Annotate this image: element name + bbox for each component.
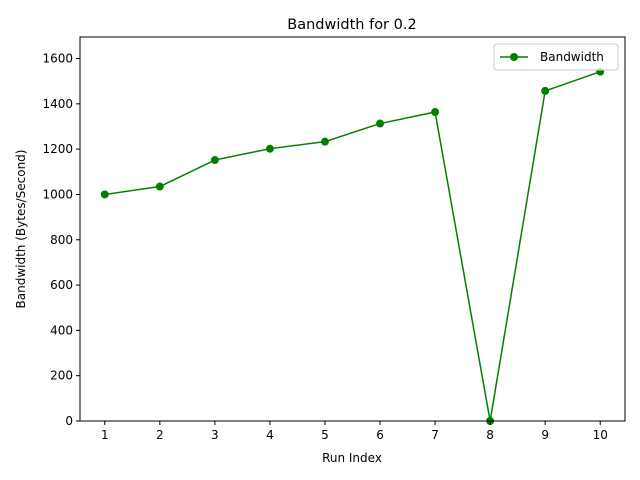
x-tick-label: 2 — [156, 428, 164, 442]
x-tick-label: 7 — [431, 428, 439, 442]
series-line-bandwidth — [104, 70, 601, 422]
x-tick-label: 9 — [541, 428, 549, 442]
data-point — [320, 137, 329, 146]
x-tick-label: 4 — [266, 428, 274, 442]
plot-frame — [79, 36, 626, 422]
y-tick-label: 200 — [50, 369, 73, 383]
data-point — [541, 86, 550, 95]
x-tick-label: 6 — [376, 428, 384, 442]
chart-title: Bandwidth for 0.2 — [287, 17, 416, 33]
data-point — [155, 182, 164, 191]
legend-label: Bandwidth — [540, 50, 604, 64]
y-tick-label: 1200 — [42, 142, 73, 156]
y-tick-label: 600 — [50, 278, 73, 292]
data-point — [431, 107, 440, 116]
y-tick-label: 400 — [50, 323, 73, 337]
y-tick-label: 1400 — [42, 97, 73, 111]
data-point — [265, 144, 274, 153]
data-point — [100, 190, 109, 199]
x-tick-label: 1 — [101, 428, 109, 442]
x-tick-label: 8 — [486, 428, 494, 442]
legend-box — [493, 43, 619, 71]
y-axis-label: Bandwidth (Bytes/Second) — [14, 150, 28, 309]
y-axis: 0 200 400 600 800 1000 1200 1400 1600 — [42, 52, 80, 428]
legend-marker-sample — [510, 53, 518, 61]
y-tick-label: 0 — [65, 414, 73, 428]
data-point — [210, 156, 219, 165]
plot-area — [100, 67, 605, 425]
y-tick-label: 1000 — [42, 187, 73, 201]
legend: Bandwidth — [493, 43, 619, 71]
x-tick-label: 3 — [211, 428, 219, 442]
x-axis: 1 2 3 4 5 6 7 8 9 10 — [101, 421, 608, 442]
x-tick-label: 5 — [321, 428, 329, 442]
data-point — [376, 119, 385, 128]
y-tick-label: 1600 — [42, 52, 73, 66]
x-tick-label: 10 — [593, 428, 608, 442]
y-tick-label: 800 — [50, 233, 73, 247]
x-axis-label: Run Index — [322, 451, 382, 465]
